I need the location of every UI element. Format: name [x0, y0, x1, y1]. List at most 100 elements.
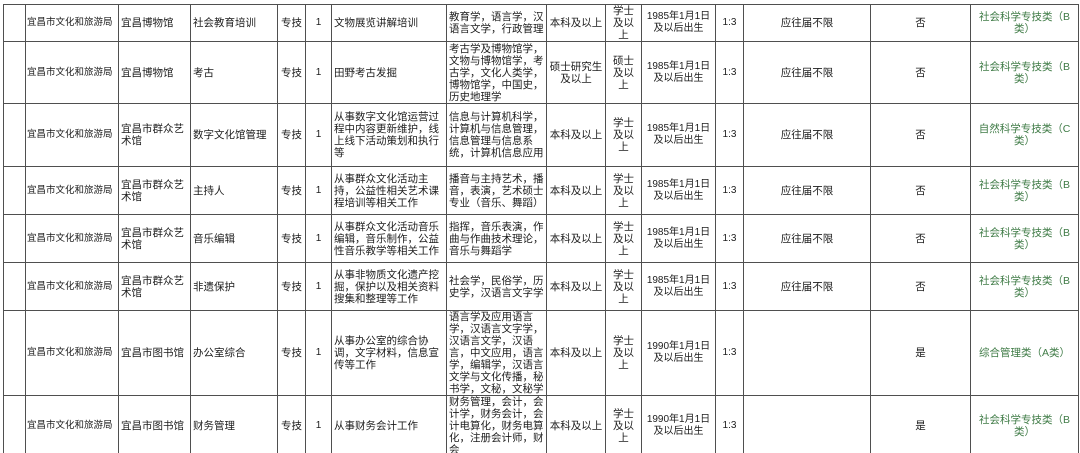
cell-duty: 田野考古发掘: [331, 41, 447, 104]
cell-count: 1: [305, 166, 332, 215]
cell-blank: [3, 166, 26, 215]
table-row: 宜昌市文化和旅游局 宜昌市群众艺术馆 主持人 专技 1 从事群众文化活动主持，公益性相关艺…: [3, 166, 1079, 215]
cell-birth: 1985年1月1日及以后出生: [641, 262, 716, 311]
cell-position: 财务管理: [190, 395, 278, 453]
cell-category: 社会科学专技类（B类）: [970, 214, 1079, 263]
cell-degree: 硕士及以上: [605, 41, 642, 104]
cell-birth: 1990年1月1日及以后出生: [641, 310, 716, 396]
cell-education: 本科及以上: [546, 310, 606, 396]
cell-position: 非遗保护: [190, 262, 278, 311]
cell-duty: 从事群众文化活动主持，公益性相关艺术课程培训等相关工作: [331, 166, 447, 215]
cell-scope: 应往届不限: [743, 262, 871, 311]
cell-major: 教育学，语言学，汉语言文学，行政管理: [446, 4, 547, 42]
table-body: 宜昌市文化和旅游局 宜昌博物馆 社会教育培训 专技 1 文物展览讲解培训 教育学，语言学，汉…: [3, 4, 1079, 453]
cell-birth: 1990年1月1日及以后出生: [641, 395, 716, 453]
cell-department: 宜昌市文化和旅游局: [25, 4, 119, 42]
cell-major: 信息与计算机科学，计算机与信息管理，信息管理与信息系统，计算机信息应用: [446, 103, 547, 167]
cell-ratio: 1:3: [715, 395, 744, 453]
cell-count: 1: [305, 103, 332, 167]
cell-department: 宜昌市文化和旅游局: [25, 395, 119, 453]
cell-scope: 应往届不限: [743, 166, 871, 215]
table-row: 宜昌市文化和旅游局 宜昌市群众艺术馆 非遗保护 专技 1 从事非物质文化遗产挖掘，保护以及…: [3, 262, 1079, 311]
cell-type: 专技: [277, 41, 306, 104]
cell-major: 社会学，民俗学，历史学，汉语言文字学: [446, 262, 547, 311]
cell-type: 专技: [277, 310, 306, 396]
cell-ratio: 1:3: [715, 214, 744, 263]
cell-degree: 学士及以上: [605, 262, 642, 311]
cell-fresh: 否: [870, 214, 971, 263]
cell-education: 本科及以上: [546, 395, 606, 453]
cell-duty: 文物展览讲解培训: [331, 4, 447, 42]
table-row: 宜昌市文化和旅游局 宜昌市群众艺术馆 音乐编辑 专技 1 从事群众文化活动音乐编辑，音乐制…: [3, 214, 1079, 263]
cell-education: 硕士研究生及以上: [546, 41, 606, 104]
cell-type: 专技: [277, 4, 306, 42]
cell-birth: 1985年1月1日及以后出生: [641, 166, 716, 215]
cell-blank: [3, 41, 26, 104]
cell-scope: 应往届不限: [743, 4, 871, 42]
cell-department: 宜昌市文化和旅游局: [25, 103, 119, 167]
cell-major: 考古学及博物馆学，文物与博物馆学，考古学，文化人类学，博物馆学，中国史，历史地理…: [446, 41, 547, 104]
cell-unit: 宜昌市群众艺术馆: [118, 214, 191, 263]
cell-ratio: 1:3: [715, 41, 744, 104]
cell-degree: 学士及以上: [605, 310, 642, 396]
cell-category: 自然科学专技类（C类）: [970, 103, 1079, 167]
cell-count: 1: [305, 262, 332, 311]
cell-department: 宜昌市文化和旅游局: [25, 262, 119, 311]
cell-unit: 宜昌市图书馆: [118, 310, 191, 396]
cell-education: 本科及以上: [546, 166, 606, 215]
cell-degree: 学士及以上: [605, 103, 642, 167]
cell-scope: 应往届不限: [743, 103, 871, 167]
cell-major: 财务管理，会计，会计学，财务会计，会计电算化，财务电算化，注册会计师，财会: [446, 395, 547, 453]
cell-birth: 1985年1月1日及以后出生: [641, 41, 716, 104]
cell-ratio: 1:3: [715, 103, 744, 167]
cell-major: 语言学及应用语言学，汉语言文字学，汉语言文学，汉语言，中文应用，语言学，编辑学，…: [446, 310, 547, 396]
cell-position: 社会教育培训: [190, 4, 278, 42]
cell-unit: 宜昌博物馆: [118, 41, 191, 104]
cell-count: 1: [305, 214, 332, 263]
cell-type: 专技: [277, 166, 306, 215]
cell-count: 1: [305, 395, 332, 453]
cell-category: 社会科学专技类（B类）: [970, 41, 1079, 104]
cell-duty: 从事数字文化馆运营过程中内容更新维护，线上线下活动策划和执行等: [331, 103, 447, 167]
cell-count: 1: [305, 41, 332, 104]
table-row: 宜昌市文化和旅游局 宜昌市图书馆 办公室综合 专技 1 从事办公室的综合协调，文字材料，信…: [3, 310, 1079, 396]
cell-education: 本科及以上: [546, 262, 606, 311]
cell-degree: 学士及以上: [605, 395, 642, 453]
cell-department: 宜昌市文化和旅游局: [25, 214, 119, 263]
cell-duty: 从事非物质文化遗产挖掘，保护以及相关资料搜集和整理等工作: [331, 262, 447, 311]
cell-department: 宜昌市文化和旅游局: [25, 166, 119, 215]
cell-scope: [743, 310, 871, 396]
cell-birth: 1985年1月1日及以后出生: [641, 214, 716, 263]
cell-blank: [3, 310, 26, 396]
cell-position: 考古: [190, 41, 278, 104]
cell-category: 综合管理类（A类）: [970, 310, 1079, 396]
cell-ratio: 1:3: [715, 166, 744, 215]
cell-ratio: 1:3: [715, 262, 744, 311]
cell-major: 指挥，音乐表演，作曲与作曲技术理论，音乐与舞蹈学: [446, 214, 547, 263]
cell-fresh: 是: [870, 395, 971, 453]
cell-count: 1: [305, 310, 332, 396]
cell-education: 本科及以上: [546, 103, 606, 167]
cell-type: 专技: [277, 262, 306, 311]
cell-scope: 应往届不限: [743, 214, 871, 263]
cell-ratio: 1:3: [715, 310, 744, 396]
cell-education: 本科及以上: [546, 4, 606, 42]
table-row: 宜昌市文化和旅游局 宜昌市图书馆 财务管理 专技 1 从事财务会计工作 财务管理，会计，会计…: [3, 395, 1079, 453]
cell-category: 社会科学专技类（B类）: [970, 262, 1079, 311]
cell-fresh: 否: [870, 103, 971, 167]
cell-blank: [3, 395, 26, 453]
cell-unit: 宜昌博物馆: [118, 4, 191, 42]
cell-education: 本科及以上: [546, 214, 606, 263]
cell-degree: 学士及以上: [605, 166, 642, 215]
cell-duty: 从事群众文化活动音乐编辑，音乐制作，公益性音乐教学等相关工作: [331, 214, 447, 263]
cell-position: 办公室综合: [190, 310, 278, 396]
cell-degree: 学士及以上: [605, 214, 642, 263]
cell-position: 数字文化馆管理: [190, 103, 278, 167]
cell-fresh: 是: [870, 310, 971, 396]
recruitment-table: 宜昌市文化和旅游局 宜昌博物馆 社会教育培训 专技 1 文物展览讲解培训 教育学，语言学，汉…: [3, 4, 1079, 453]
cell-unit: 宜昌市图书馆: [118, 395, 191, 453]
cell-category: 社会科学专技类（B类）: [970, 395, 1079, 453]
cell-type: 专技: [277, 214, 306, 263]
cell-position: 主持人: [190, 166, 278, 215]
